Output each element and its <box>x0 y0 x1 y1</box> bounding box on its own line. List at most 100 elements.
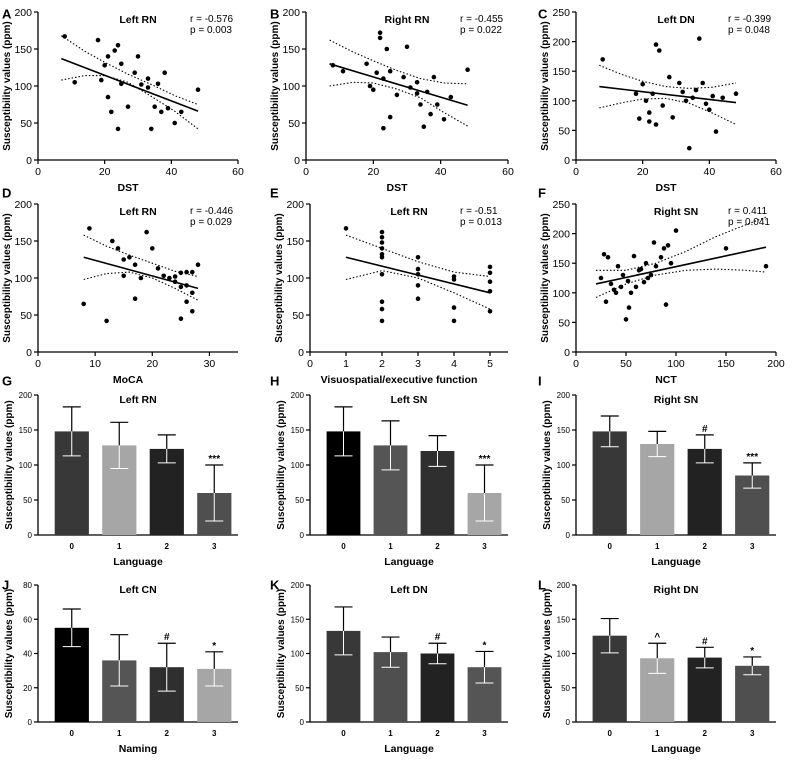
data-point <box>415 254 421 260</box>
data-point <box>720 95 725 101</box>
y-tick-label: 150 <box>14 236 32 248</box>
data-point <box>653 263 659 269</box>
x-tick-label: 1 <box>117 542 122 551</box>
y-tick-label: 50 <box>20 118 32 130</box>
data-point <box>431 74 437 80</box>
significance-label: # <box>702 636 708 647</box>
panel-title: Left DN <box>390 584 427 596</box>
y-tick-label: 40 <box>23 650 32 659</box>
data-point <box>600 57 605 62</box>
data-point <box>340 68 346 74</box>
regression-line <box>329 63 468 107</box>
panel-b: B 0 50 100 150 200 0 20 40 60 Right RN r = -0.455p … <box>270 7 514 194</box>
y-tick-label: 60 <box>23 615 32 624</box>
data-point <box>87 226 92 231</box>
data-point <box>628 290 634 296</box>
x-tick-label: 1 <box>117 729 122 738</box>
data-point <box>448 94 454 100</box>
data-point <box>379 254 385 260</box>
data-point <box>487 289 493 294</box>
stat-label: r = -0.455 <box>460 14 504 25</box>
y-tick-label: 100 <box>557 461 571 470</box>
x-tick-label: 30 <box>204 358 216 370</box>
x-tick-label: 20 <box>367 166 379 178</box>
x-tick-label: 0 <box>35 358 41 370</box>
stat-label: p = 0.029 <box>190 217 232 228</box>
data-point <box>697 36 702 41</box>
x-tick-label: 40 <box>165 166 177 178</box>
x-tick-label: 0 <box>35 166 41 178</box>
data-point <box>428 111 433 117</box>
y-tick-label: 0 <box>300 531 305 540</box>
data-point <box>680 89 685 95</box>
x-tick-label: 0 <box>307 358 313 370</box>
y-axis-label: Susceptibility values (ppm) <box>540 21 551 150</box>
data-point <box>99 77 104 83</box>
x-tick-label: 3 <box>415 358 421 370</box>
significance-label: # <box>435 632 441 643</box>
y-axis-label: Susceptibility values (ppm) <box>542 400 553 529</box>
panel-letter: B <box>270 7 279 22</box>
data-point <box>195 262 201 268</box>
data-point <box>643 98 649 104</box>
panel-e: E 0 50 100 150 200 0 1 2 3 4 5 Left RN r = -0.51p = 0… <box>270 186 508 386</box>
y-tick-label: 0 <box>26 347 32 359</box>
data-point <box>179 109 184 115</box>
y-tick-label: 50 <box>292 310 304 322</box>
x-tick-label: 2 <box>435 729 440 738</box>
y-tick-label: 50 <box>558 125 570 137</box>
y-tick-label: 50 <box>558 317 570 329</box>
data-point <box>658 254 664 260</box>
data-point <box>487 264 493 270</box>
panel-title: Left DN <box>657 14 694 26</box>
bar <box>640 444 675 535</box>
x-tick-label: 20 <box>637 166 649 178</box>
data-point <box>184 269 189 275</box>
data-point <box>661 246 667 251</box>
data-point <box>110 238 115 244</box>
x-tick-label: 200 <box>767 358 785 370</box>
data-point <box>115 246 121 251</box>
data-point <box>613 290 619 296</box>
data-point <box>598 275 604 281</box>
data-point <box>381 125 386 131</box>
panel-letter: D <box>2 186 11 201</box>
data-point <box>603 299 609 305</box>
data-point <box>660 103 665 108</box>
x-tick-label: 0 <box>341 729 346 738</box>
data-point <box>152 104 157 109</box>
data-point <box>190 309 195 314</box>
y-tick-label: 100 <box>286 273 304 285</box>
data-point <box>149 126 154 132</box>
y-tick-label: 0 <box>28 531 33 540</box>
stat-label: r = -0.446 <box>190 206 234 217</box>
panel-title: Right SN <box>654 206 698 218</box>
data-point <box>172 274 178 279</box>
regression-line <box>61 57 199 112</box>
panel-title: Left RN <box>119 14 156 26</box>
data-point <box>125 104 131 109</box>
data-point <box>638 266 644 272</box>
y-tick-label: 100 <box>14 81 32 93</box>
data-point <box>668 260 674 266</box>
y-tick-label: 100 <box>19 461 33 470</box>
y-tick-label: 50 <box>23 496 32 505</box>
data-point <box>379 299 385 305</box>
panel-letter: H <box>270 374 279 389</box>
y-tick-label: 200 <box>291 581 305 590</box>
data-point <box>330 63 336 68</box>
confidence-band-lower <box>61 75 199 130</box>
y-tick-label: 0 <box>566 531 571 540</box>
data-point <box>451 305 457 310</box>
y-tick-label: 50 <box>561 684 570 693</box>
panel-letter: K <box>270 578 280 593</box>
x-tick-label: 2 <box>703 729 708 738</box>
data-point <box>415 272 421 277</box>
data-point <box>115 43 121 48</box>
data-point <box>379 318 385 324</box>
y-tick-label: 150 <box>291 426 305 435</box>
y-tick-label: 200 <box>557 391 571 400</box>
x-tick-label: 3 <box>482 729 487 738</box>
